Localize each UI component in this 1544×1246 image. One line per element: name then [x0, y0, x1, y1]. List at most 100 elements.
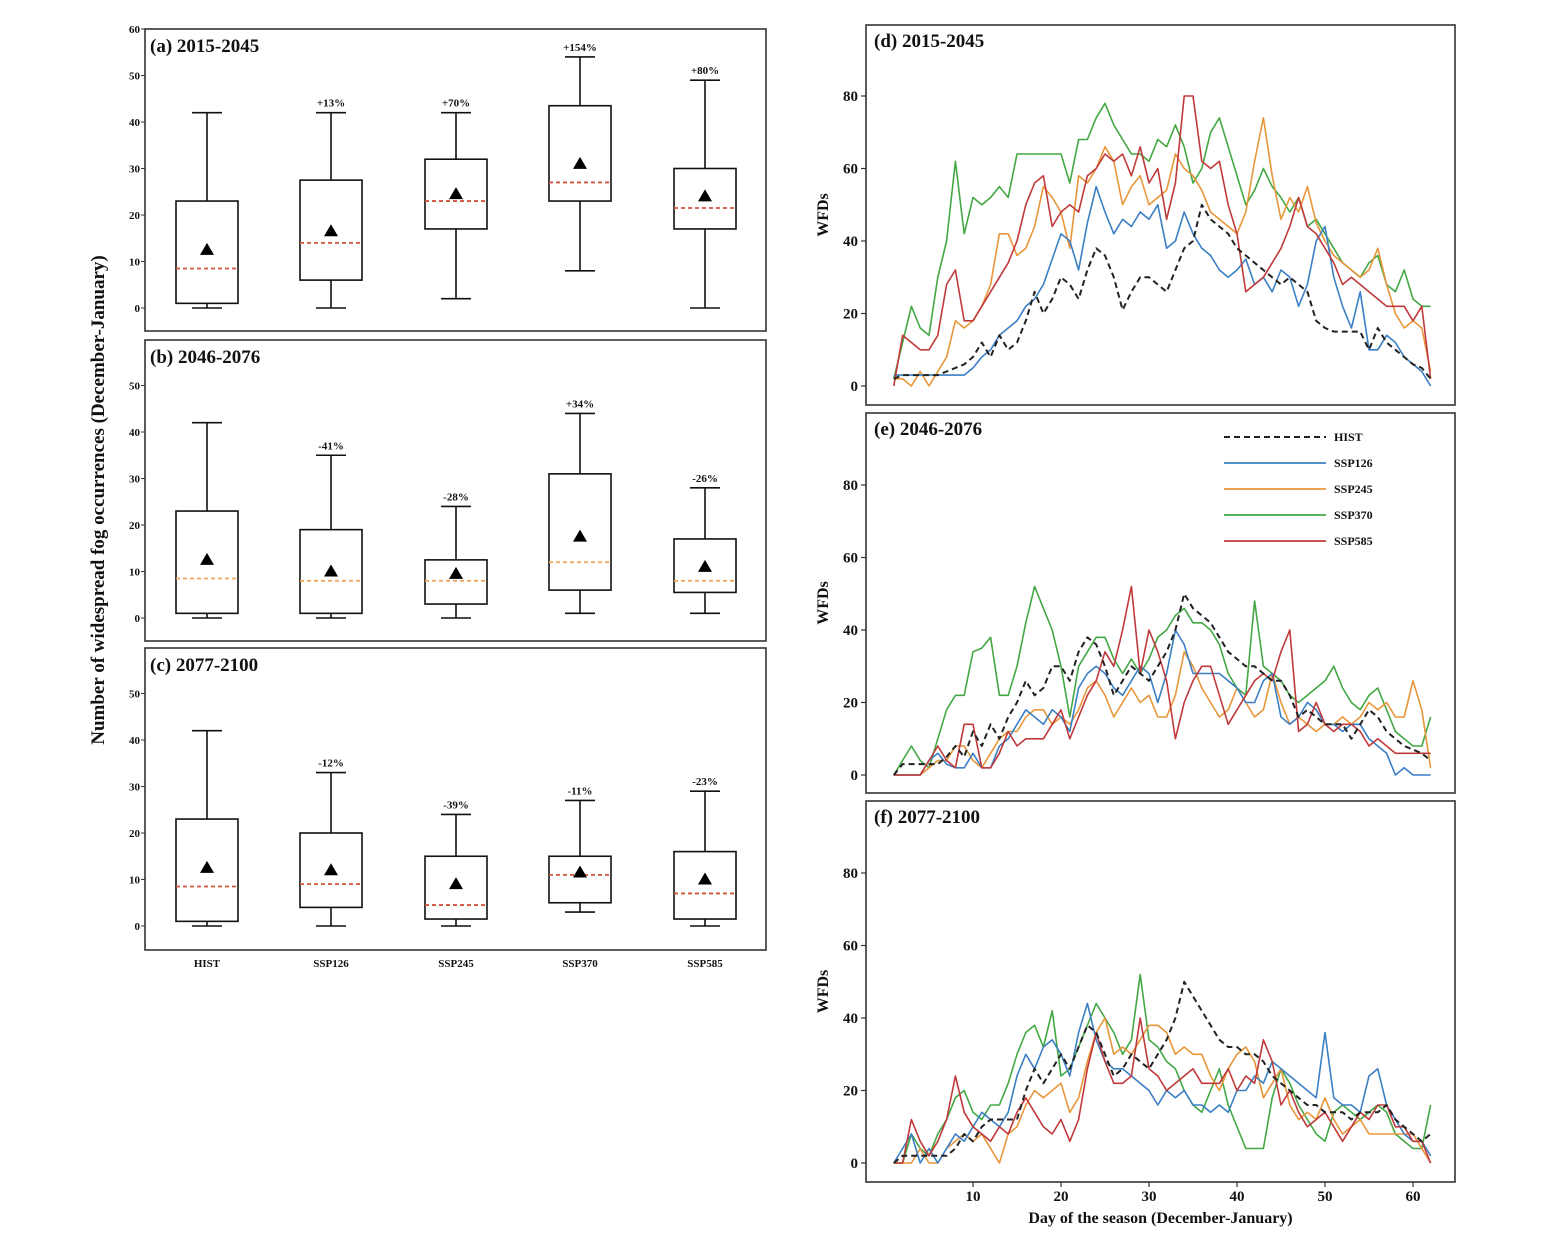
- box-hist: [175, 729, 239, 927]
- change-label: +34%: [566, 398, 594, 410]
- change-label: -28%: [443, 491, 469, 503]
- y-tick-label: 60: [843, 162, 858, 178]
- change-label: -26%: [692, 473, 718, 485]
- box-ssp126: -12%: [299, 758, 363, 927]
- y-tick-label: 0: [851, 1156, 859, 1172]
- y-tick-label: 80: [843, 866, 858, 882]
- y-tick-label: 40: [129, 117, 141, 129]
- y-axis-label: WFDs: [815, 581, 832, 625]
- mean-marker: [200, 552, 214, 565]
- y-tick-label: 0: [135, 613, 141, 625]
- y-tick-label: 0: [851, 379, 859, 395]
- y-tick-label: 40: [843, 1011, 858, 1027]
- series-ssp245: [893, 650, 1432, 776]
- panel-title: (b) 2046-2076: [150, 347, 260, 368]
- mean-marker: [573, 529, 587, 542]
- box-ssp370: +154%: [548, 42, 612, 272]
- change-label: +80%: [691, 65, 719, 77]
- box-panels: (a) 2015-2045 0 10 20 30 40 50 60 +13% +70% +154% +…: [129, 24, 767, 970]
- series-ssp245: [893, 1017, 1432, 1164]
- panel-frame: [144, 28, 767, 332]
- iqr-box: [548, 104, 612, 202]
- series-ssp585: [893, 585, 1431, 776]
- change-label: +154%: [563, 42, 597, 54]
- y-tick-label: 30: [129, 782, 141, 794]
- box-panel-b: (b) 2046-2076 0 10 20 30 40 50 -41% -28% +34% -26%: [129, 339, 767, 642]
- mean-marker: [200, 860, 214, 873]
- x-tick-label: 60: [1406, 1189, 1421, 1205]
- box-ssp585: -26%: [673, 473, 737, 615]
- series-hist: [893, 980, 1432, 1164]
- panel-frame: [865, 412, 1456, 794]
- mean-marker: [200, 242, 214, 255]
- y-tick-label: 50: [129, 381, 141, 393]
- panel-title: (a) 2015-2045: [150, 36, 259, 57]
- line-panel-d: (d) 2015-2045 0 20 40 60 80 WFDs: [815, 24, 1456, 406]
- x-tick-label: 20: [1054, 1189, 1069, 1205]
- panel-frame: [144, 647, 767, 951]
- mean-marker: [449, 566, 463, 579]
- legend-label-ssp126: SSP126: [1334, 456, 1373, 470]
- y-tick-label: 50: [129, 689, 141, 701]
- change-label: -23%: [692, 776, 718, 788]
- y-tick-label: 20: [843, 1084, 858, 1100]
- panel-frame: [144, 339, 767, 642]
- y-tick-label: 10: [129, 567, 141, 579]
- box-ssp245: -39%: [424, 799, 488, 927]
- panel-title: (f) 2077-2100: [874, 807, 980, 828]
- mean-marker: [449, 187, 463, 200]
- series-ssp585: [893, 1017, 1432, 1164]
- panel-title: (e) 2046-2076: [874, 419, 982, 440]
- box-ssp370: -11%: [548, 785, 612, 913]
- series-ssp126: [893, 185, 1432, 387]
- mean-marker: [324, 863, 338, 876]
- box-y-axis-label: Number of widespread fog occurrences (De…: [88, 255, 109, 745]
- y-tick-label: 0: [851, 768, 859, 784]
- panel-title: (d) 2015-2045: [874, 31, 984, 52]
- y-tick-label: 40: [843, 234, 858, 250]
- iqr-box: [548, 855, 612, 904]
- box-ssp370: +34%: [548, 398, 612, 615]
- legend-label-ssp370: SSP370: [1334, 508, 1373, 522]
- x-tick-label: 10: [966, 1189, 981, 1205]
- y-tick-label: 0: [135, 303, 141, 315]
- y-axis-label: WFDs: [815, 970, 832, 1014]
- x-tick-label: SSP585: [687, 958, 723, 970]
- x-tick-label: SSP126: [313, 958, 349, 970]
- iqr-box: [424, 559, 488, 605]
- mean-marker: [573, 156, 587, 169]
- mean-marker: [449, 877, 463, 890]
- y-tick-label: 60: [843, 939, 858, 955]
- x-tick-label: SSP370: [562, 958, 598, 970]
- line-panel-e: (e) 2046-2076 0 20 40 60 80 WFDs HIST SSP126 SSP2…: [815, 412, 1456, 794]
- y-tick-label: 60: [129, 24, 141, 36]
- y-tick-label: 30: [129, 474, 141, 486]
- box-hist: [175, 421, 239, 619]
- series-hist: [893, 592, 1432, 776]
- box-ssp126: -41%: [299, 440, 363, 619]
- box-ssp245: -28%: [424, 491, 488, 619]
- x-tick-label: SSP245: [438, 958, 474, 970]
- y-tick-label: 20: [843, 307, 858, 323]
- mean-marker: [324, 224, 338, 237]
- box-ssp245: +70%: [424, 98, 488, 300]
- change-label: +70%: [442, 98, 470, 110]
- series-ssp370: [893, 973, 1432, 1164]
- series-ssp585: [893, 95, 1432, 387]
- mean-marker: [573, 865, 587, 878]
- y-axis-label: WFDs: [815, 193, 832, 237]
- x-tick-label: HIST: [194, 958, 221, 970]
- y-tick-label: 40: [843, 623, 858, 639]
- legend-label-ssp245: SSP245: [1334, 482, 1373, 496]
- y-tick-label: 20: [129, 520, 141, 532]
- change-label: -11%: [567, 785, 592, 797]
- y-tick-label: 20: [129, 828, 141, 840]
- y-tick-label: 20: [129, 210, 141, 222]
- legend: HIST SSP126 SSP245 SSP370 SSP585: [1224, 430, 1373, 548]
- mean-marker: [324, 564, 338, 577]
- mean-marker: [698, 559, 712, 572]
- panel-title: (c) 2077-2100: [150, 655, 258, 676]
- x-axis-label: Day of the season (December-January): [1028, 1210, 1292, 1227]
- change-label: -12%: [318, 758, 344, 770]
